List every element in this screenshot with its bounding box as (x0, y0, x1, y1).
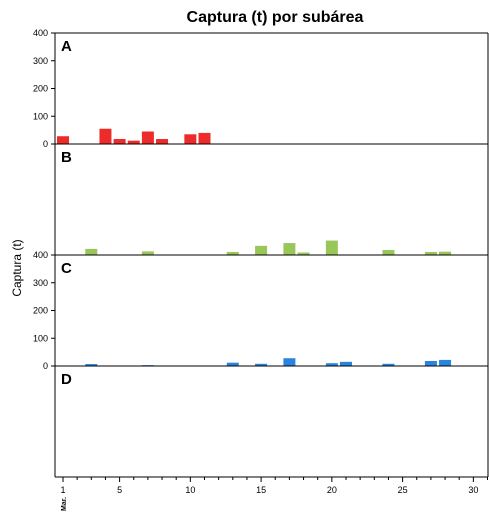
bar (424, 251, 437, 255)
y-tick-label: 400 (33, 250, 48, 260)
bar (198, 132, 211, 144)
x-tick-label: 25 (398, 485, 408, 495)
y-tick-label: 200 (33, 306, 48, 316)
panel-label: A (61, 38, 72, 55)
bar (382, 363, 395, 366)
x-tick-label: 10 (185, 485, 195, 495)
y-tick-label: 100 (33, 333, 48, 343)
y-tick-label: 0 (43, 361, 48, 371)
panel-c: 0 100 200 300 400 C (33, 250, 489, 371)
bar (156, 139, 169, 144)
x-tick-label: 1 (60, 485, 65, 495)
bar (439, 251, 452, 255)
y-tick-label: 400 (33, 28, 48, 38)
panel-b: B (54, 143, 489, 256)
y-tick-label: 300 (33, 56, 48, 66)
panel-label: C (61, 260, 72, 277)
bar (127, 140, 140, 144)
bar (113, 139, 126, 144)
y-axis-label: Captura (t) (10, 239, 24, 296)
x-tick-label: 20 (327, 485, 337, 495)
bar (184, 134, 197, 144)
x-tick-label: 15 (256, 485, 266, 495)
bar (340, 361, 352, 366)
bar (255, 245, 268, 255)
bar (85, 248, 98, 255)
bar (439, 359, 452, 366)
y-tick-label: 0 (43, 139, 48, 149)
bar (57, 136, 69, 144)
chart-title: Captura (t) por subárea (187, 9, 364, 26)
bar (325, 240, 338, 255)
y-tick-label: 300 (33, 278, 48, 288)
y-tick-label: 100 (33, 111, 48, 121)
panel-label: B (61, 149, 72, 166)
x-tick-label: 30 (468, 485, 478, 495)
x-tick-label: 5 (117, 485, 122, 495)
bar (283, 243, 296, 255)
bar (382, 250, 395, 255)
bar (99, 128, 112, 144)
panels-group: 0 100 200 300 400 A B 0 100 200 300 400 C D (33, 28, 489, 478)
bar (226, 362, 239, 366)
bar (85, 364, 98, 366)
bar (325, 363, 338, 366)
bar (424, 361, 437, 366)
bar (297, 252, 310, 255)
bar (226, 251, 239, 255)
bar (255, 363, 268, 366)
y-tick-label: 200 (33, 84, 48, 94)
bar (141, 131, 154, 144)
panel-a: 0 100 200 300 400 A (33, 28, 489, 149)
panel-d: D (54, 365, 489, 478)
bar (141, 251, 154, 255)
bar (283, 358, 296, 366)
x-tick-sublabel: Mar. (61, 497, 68, 511)
panel-label: D (61, 371, 72, 388)
